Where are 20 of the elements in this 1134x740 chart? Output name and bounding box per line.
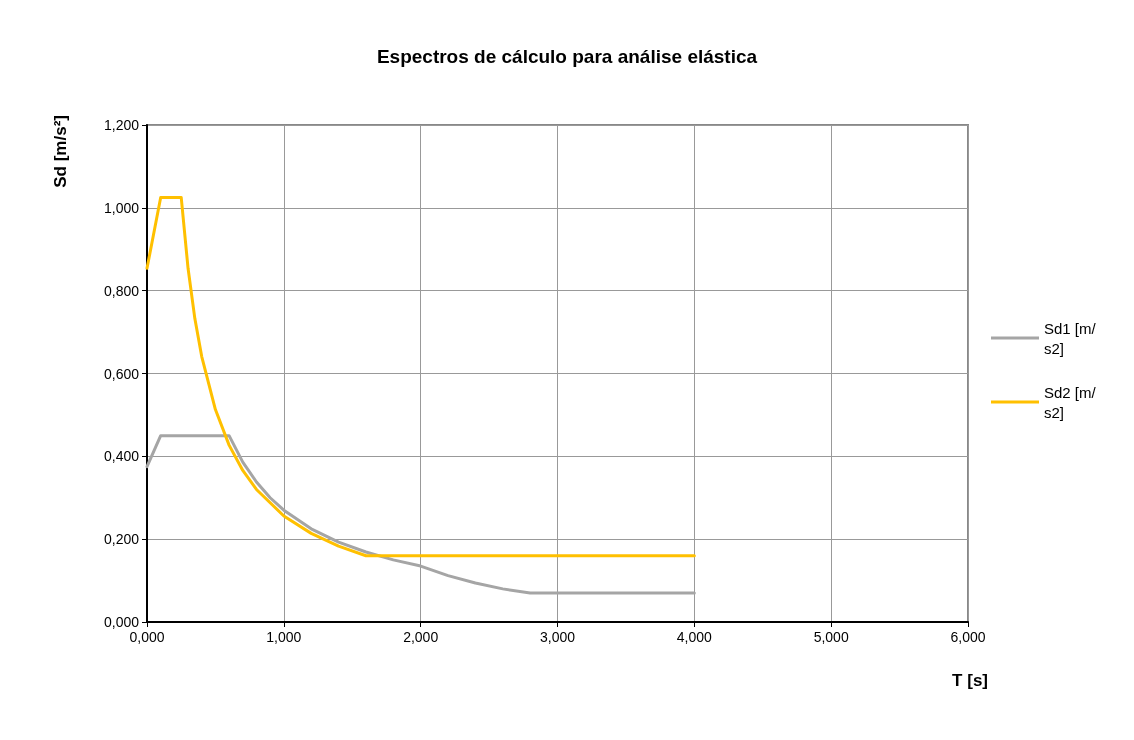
x-tick-label: 1,000 xyxy=(266,629,302,645)
x-tick-label: 3,000 xyxy=(539,629,576,645)
x-axis-title: T [s] xyxy=(952,671,988,690)
x-tick-label: 2,000 xyxy=(403,629,439,645)
y-tick-label: 0,000 xyxy=(103,614,140,630)
y-tick-label: 0,400 xyxy=(103,448,140,465)
y-tick-label: 0,800 xyxy=(103,282,140,299)
y-tick-label: 1,200 xyxy=(103,117,140,133)
legend-label: Sd1 [m/s2] xyxy=(1044,319,1097,357)
y-axis-title: Sd [m/s²] xyxy=(51,115,70,188)
x-tick-label: 0,000 xyxy=(129,629,165,645)
x-tick-label: 4,000 xyxy=(676,629,713,645)
line-series xyxy=(145,195,696,558)
y-tick-label: 0,600 xyxy=(103,365,140,382)
x-tick-label: 6,000 xyxy=(950,629,986,645)
legend-label: Sd2 [m/s2] xyxy=(1044,383,1097,421)
chart-title: Espectros de cálculo para análise elástica xyxy=(376,46,758,67)
y-tick-label: 1,000 xyxy=(103,199,140,216)
x-tick-label: 5,000 xyxy=(813,629,849,645)
y-tick-label: 0,200 xyxy=(103,531,140,548)
